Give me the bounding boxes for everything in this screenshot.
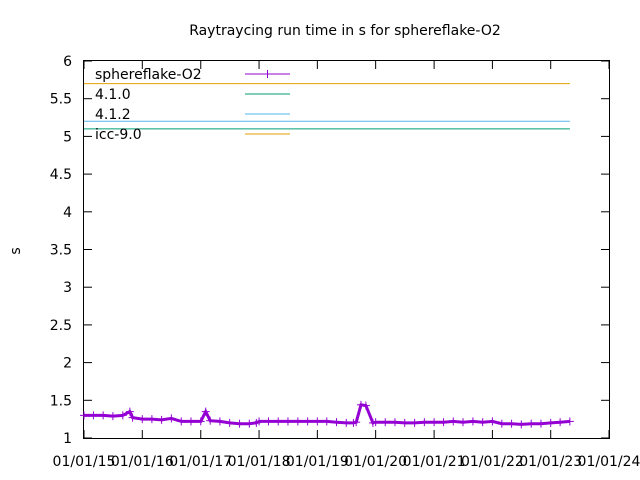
data-point	[361, 401, 370, 410]
data-point	[225, 418, 234, 427]
data-point	[235, 419, 244, 428]
data-point	[497, 419, 506, 428]
data-point	[125, 407, 134, 416]
data-point	[527, 419, 536, 428]
data-point	[390, 418, 399, 427]
data-point	[303, 417, 312, 426]
y-tick-label: 1.5	[50, 393, 72, 409]
y-tick-label: 2	[63, 356, 72, 372]
data-point	[449, 417, 458, 426]
data-point	[201, 407, 210, 416]
data-point	[507, 419, 516, 428]
y-axis-label: s	[8, 247, 24, 254]
data-point	[420, 418, 429, 427]
data-point	[371, 418, 380, 427]
data-point	[187, 417, 196, 426]
data-point	[89, 411, 98, 420]
y-tick-label: 5	[63, 129, 72, 145]
data-point	[439, 418, 448, 427]
data-point	[177, 417, 186, 426]
x-tick-label: 01/01/16	[111, 454, 174, 470]
y-tick-label: 3	[63, 280, 72, 296]
data-point	[196, 417, 205, 426]
data-point	[488, 417, 497, 426]
chart-title: Raytraycing run time in s for sphereflak…	[189, 23, 501, 39]
legend: sphereflake-O2 4.1.0 4.1.2 icc-9.0	[95, 67, 290, 143]
x-tick-label: 01/01/15	[53, 454, 116, 470]
data-point	[283, 417, 292, 426]
y-axis: 1 1.5 2 2.5 3 3.5 4 4.5 5 5.5 6	[50, 54, 609, 447]
data-point	[410, 418, 419, 427]
legend-entry-label: icc-9.0	[95, 127, 142, 143]
data-point	[517, 420, 526, 429]
data-point	[138, 415, 147, 424]
data-point	[430, 418, 439, 427]
data-point	[80, 411, 88, 420]
data-point	[274, 417, 283, 426]
plot-area-border	[83, 60, 610, 439]
series-layer	[80, 83, 574, 429]
data-point	[108, 412, 117, 421]
data-point	[468, 417, 477, 426]
legend-entry-label: 4.1.0	[95, 87, 131, 103]
y-tick-label: 4.5	[50, 167, 72, 183]
data-point	[381, 418, 390, 427]
x-tick-label: 01/01/17	[169, 454, 232, 470]
data-point	[167, 414, 176, 423]
data-point	[322, 417, 331, 426]
data-point	[565, 417, 574, 426]
x-tick-label: 01/01/20	[344, 454, 407, 470]
data-point	[293, 417, 302, 426]
data-point	[546, 418, 555, 427]
data-point	[352, 418, 361, 427]
y-tick-label: 5.5	[50, 92, 72, 108]
data-point	[536, 419, 545, 428]
x-tick-label: 01/01/21	[403, 454, 466, 470]
x-tick-label: 01/01/23	[519, 454, 582, 470]
y-tick-label: 1	[63, 431, 72, 447]
data-point	[215, 417, 224, 426]
data-point	[332, 418, 341, 427]
y-tick-label: 4	[63, 205, 72, 221]
x-tick-label: 01/01/22	[461, 454, 524, 470]
data-point	[206, 416, 215, 425]
data-point	[264, 417, 273, 426]
data-point	[118, 411, 127, 420]
data-point	[147, 415, 156, 424]
data-point	[342, 418, 351, 427]
data-point	[313, 417, 322, 426]
x-axis: 01/01/1501/01/1601/01/1701/01/1801/01/19…	[53, 61, 640, 470]
data-point	[400, 418, 409, 427]
data-point	[478, 418, 487, 427]
legend-entry-label: sphereflake-O2	[95, 67, 202, 83]
y-tick-label: 6	[63, 54, 72, 70]
data-point	[245, 419, 254, 428]
x-tick-label: 01/01/18	[228, 454, 291, 470]
x-tick-label: 01/01/19	[286, 454, 349, 470]
y-tick-label: 2.5	[50, 318, 72, 334]
data-point	[356, 400, 365, 409]
x-tick-label: 01/01/24	[578, 454, 640, 470]
data-point	[255, 417, 264, 426]
data-point	[556, 418, 565, 427]
data-point	[128, 413, 137, 422]
data-point	[99, 411, 108, 420]
y-tick-label: 3.5	[50, 243, 72, 259]
data-point	[157, 415, 166, 424]
data-point	[459, 418, 468, 427]
legend-entry-label: 4.1.2	[95, 107, 131, 123]
